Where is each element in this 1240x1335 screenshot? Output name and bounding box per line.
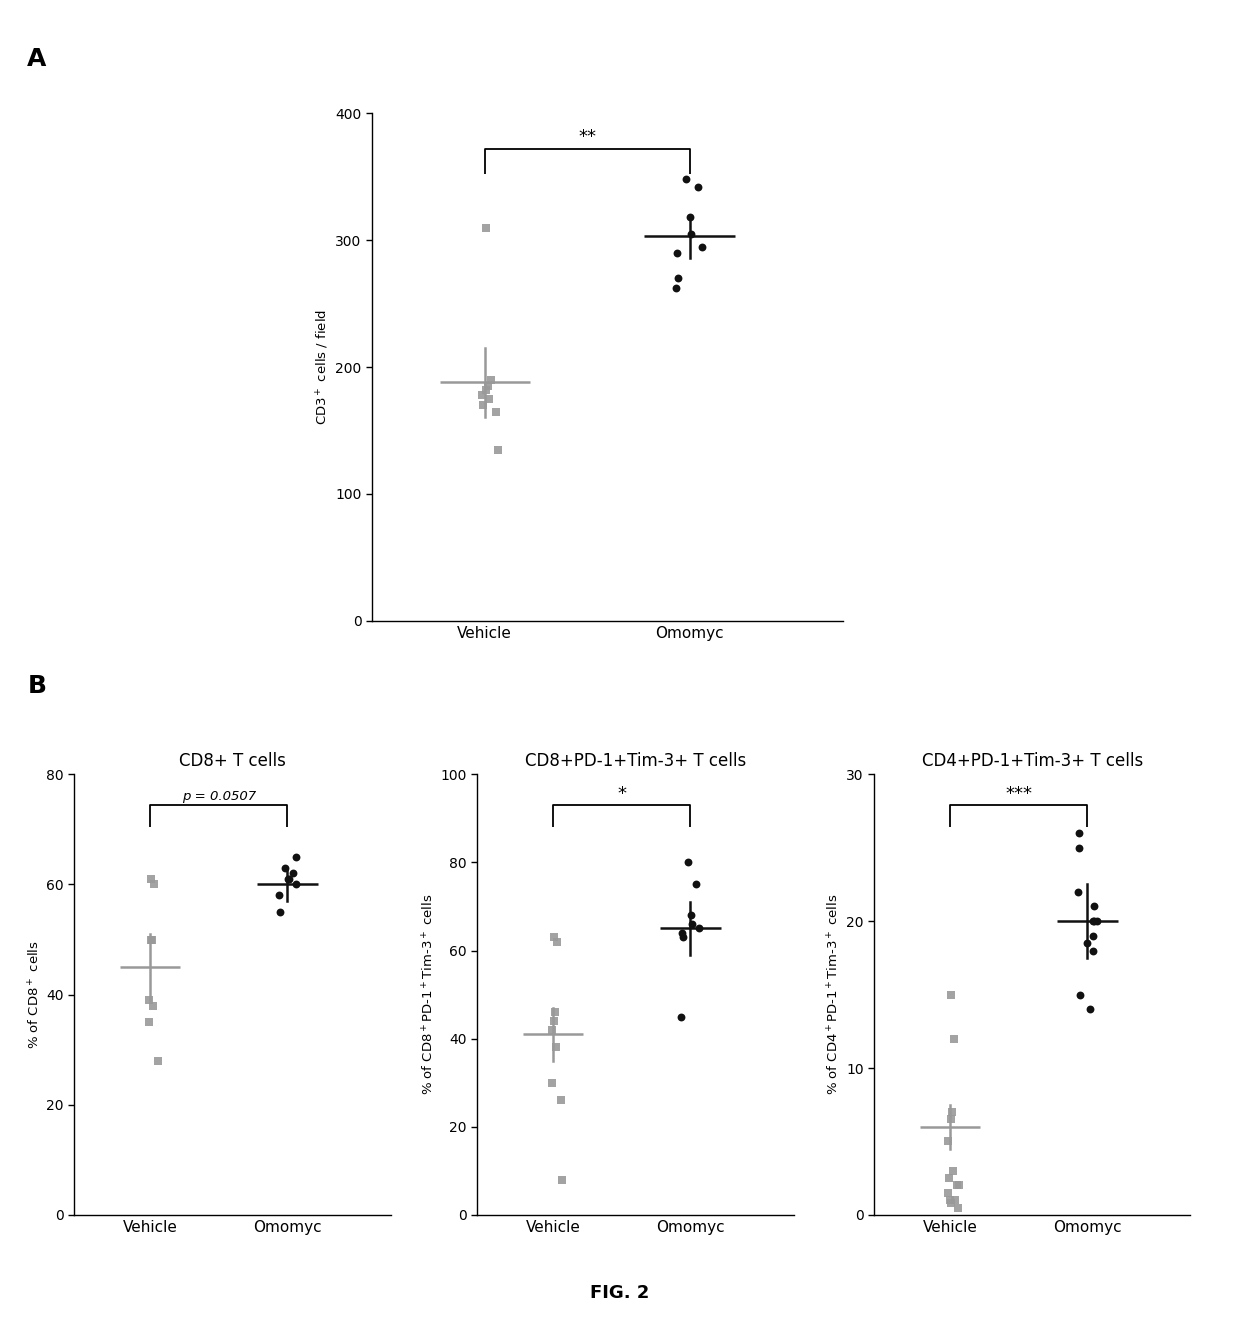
Point bbox=[692, 236, 712, 258]
Point bbox=[1070, 984, 1090, 1005]
Point bbox=[477, 375, 497, 396]
Point bbox=[672, 926, 692, 948]
Point bbox=[1083, 925, 1102, 947]
Point bbox=[1083, 940, 1102, 961]
Point bbox=[1086, 910, 1106, 932]
Point bbox=[667, 243, 687, 264]
Point bbox=[269, 885, 289, 906]
Text: ***: *** bbox=[1006, 785, 1032, 802]
Point bbox=[486, 400, 506, 422]
Point bbox=[546, 1037, 565, 1059]
Point bbox=[672, 922, 692, 944]
Point bbox=[671, 1007, 691, 1028]
Point bbox=[1080, 999, 1100, 1020]
Point bbox=[1068, 881, 1087, 902]
Point bbox=[1083, 910, 1102, 932]
Point bbox=[544, 926, 564, 948]
Point bbox=[1069, 837, 1089, 858]
Point bbox=[678, 852, 698, 873]
Point bbox=[552, 1169, 572, 1191]
Point bbox=[283, 862, 303, 884]
Point bbox=[139, 989, 159, 1011]
Point bbox=[944, 1028, 963, 1049]
Point bbox=[278, 868, 298, 889]
Point bbox=[279, 868, 299, 889]
Point bbox=[942, 1101, 962, 1123]
Point bbox=[547, 930, 567, 952]
Point bbox=[542, 1019, 562, 1040]
Point bbox=[941, 1192, 961, 1214]
Point bbox=[949, 1175, 968, 1196]
Point bbox=[472, 394, 492, 415]
Point bbox=[941, 1108, 961, 1129]
Point bbox=[681, 207, 701, 228]
Point bbox=[946, 1189, 966, 1211]
Point bbox=[551, 1089, 570, 1111]
Point bbox=[141, 929, 161, 951]
Point bbox=[143, 929, 162, 951]
Title: CD8+ T cells: CD8+ T cells bbox=[179, 752, 286, 770]
Point bbox=[546, 1001, 565, 1023]
Point bbox=[688, 176, 708, 198]
Point bbox=[939, 1131, 959, 1152]
Point bbox=[542, 1072, 562, 1093]
Point bbox=[148, 1049, 167, 1071]
Text: **: ** bbox=[578, 128, 596, 147]
Title: CD4+PD-1+Tim-3+ T cells: CD4+PD-1+Tim-3+ T cells bbox=[921, 752, 1143, 770]
Point bbox=[1085, 910, 1105, 932]
Text: A: A bbox=[27, 47, 47, 71]
Y-axis label: % of CD8$^+$ cells: % of CD8$^+$ cells bbox=[27, 940, 42, 1049]
Point bbox=[143, 995, 162, 1016]
Point bbox=[666, 278, 686, 299]
Point bbox=[937, 1183, 957, 1204]
Point bbox=[286, 846, 306, 868]
Point bbox=[682, 913, 702, 934]
Point bbox=[942, 1160, 962, 1181]
Point bbox=[1076, 932, 1096, 953]
Point bbox=[476, 216, 496, 238]
Text: B: B bbox=[27, 674, 46, 698]
Point bbox=[479, 388, 498, 410]
Point bbox=[139, 1012, 159, 1033]
Point bbox=[686, 873, 706, 894]
Point bbox=[1069, 822, 1089, 844]
Point bbox=[940, 1189, 960, 1211]
Point bbox=[1084, 896, 1104, 917]
Point bbox=[481, 368, 501, 390]
Point bbox=[285, 873, 305, 894]
Text: p = 0.0507: p = 0.0507 bbox=[182, 790, 255, 802]
Point bbox=[668, 267, 688, 288]
Text: *: * bbox=[618, 785, 626, 802]
Point bbox=[682, 223, 702, 244]
Y-axis label: % of CD4$^+$PD-1$^+$Tim-3$^+$ cells: % of CD4$^+$PD-1$^+$Tim-3$^+$ cells bbox=[827, 894, 842, 1095]
Title: CD8+PD-1+Tim-3+ T cells: CD8+PD-1+Tim-3+ T cells bbox=[525, 752, 746, 770]
Point bbox=[941, 984, 961, 1005]
Y-axis label: % of CD8$^+$PD-1$^+$Tim-3$^+$ cells: % of CD8$^+$PD-1$^+$Tim-3$^+$ cells bbox=[422, 894, 436, 1095]
Point bbox=[489, 439, 508, 461]
Text: FIG. 2: FIG. 2 bbox=[590, 1284, 650, 1302]
Point bbox=[275, 857, 295, 878]
Point bbox=[939, 1167, 959, 1188]
Point bbox=[141, 868, 161, 889]
Point bbox=[681, 905, 701, 926]
Point bbox=[144, 873, 164, 894]
Point bbox=[476, 379, 496, 400]
Point bbox=[269, 901, 289, 922]
Point bbox=[544, 1011, 564, 1032]
Point bbox=[949, 1196, 968, 1218]
Point bbox=[676, 168, 696, 190]
Point bbox=[947, 1175, 967, 1196]
Y-axis label: CD3$^+$ cells / field: CD3$^+$ cells / field bbox=[315, 310, 331, 425]
Point bbox=[472, 384, 492, 406]
Point bbox=[688, 918, 708, 940]
